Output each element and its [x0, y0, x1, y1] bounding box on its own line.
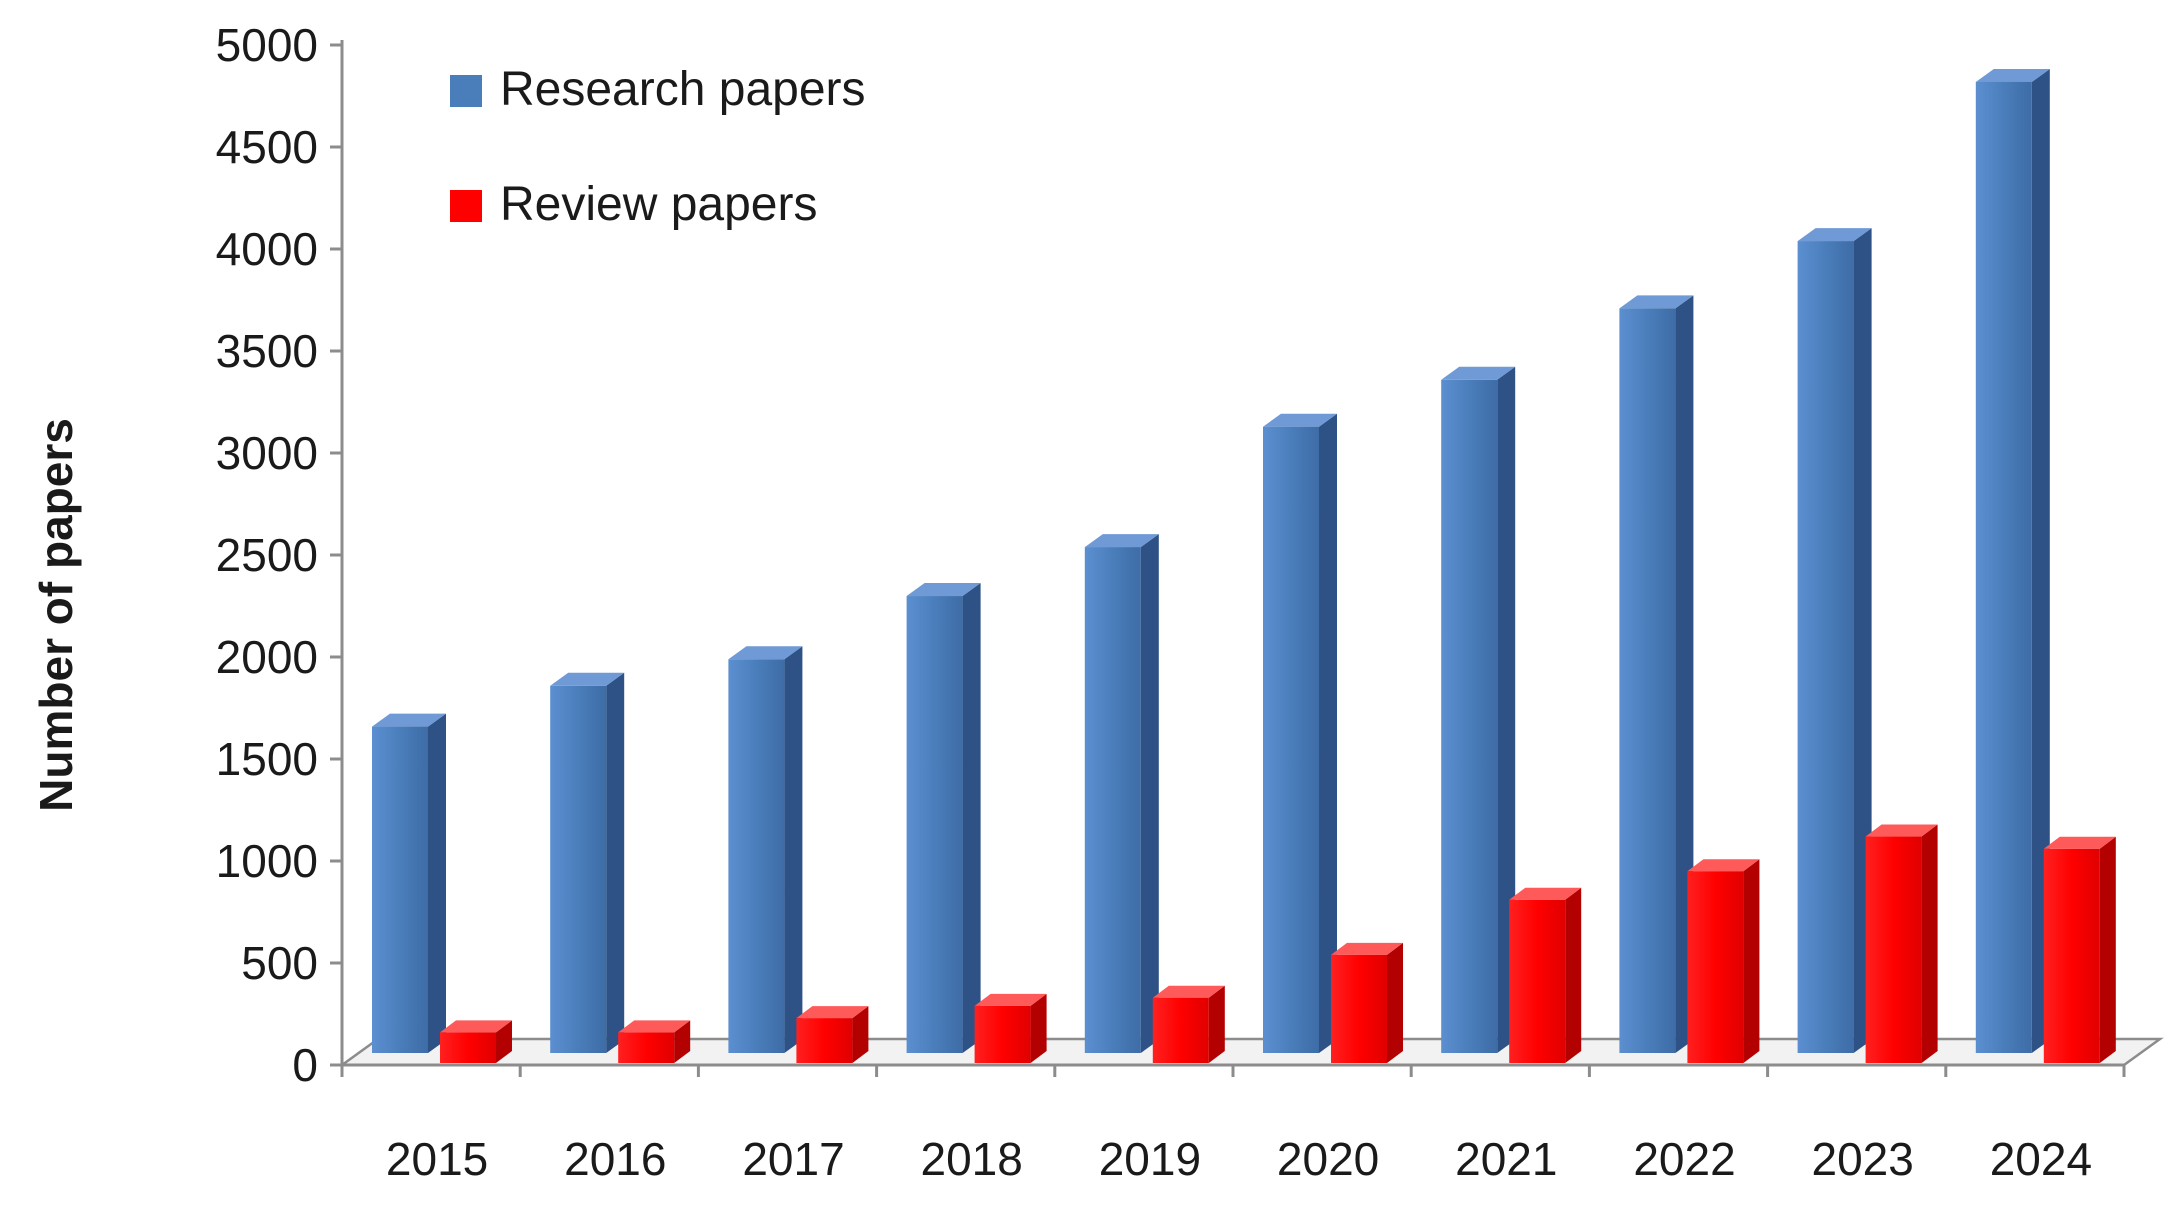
- bar-side-review: [2099, 836, 2116, 1063]
- bar-research-2016: [550, 685, 607, 1053]
- bar-side-review: [1208, 985, 1225, 1063]
- y-tick-label: 3500: [216, 325, 318, 377]
- x-tick-label: 2018: [921, 1133, 1023, 1185]
- y-tick-label: 5000: [216, 19, 318, 71]
- y-tick-label: 3000: [216, 427, 318, 479]
- bar-review-2023: [1865, 836, 1922, 1063]
- bar-research-2018: [906, 596, 963, 1053]
- bar-research-2020: [1263, 426, 1319, 1054]
- bar-side-research: [784, 646, 803, 1053]
- bar-top-review: [2043, 836, 2116, 849]
- legend: Research papers Review papers: [450, 63, 866, 231]
- bar-research-2017: [728, 659, 785, 1053]
- x-tick-label: 2022: [1633, 1133, 1735, 1185]
- bar-review-2018: [974, 1005, 1031, 1063]
- bar-side-review: [1565, 887, 1582, 1063]
- bar-review-2017: [796, 1018, 853, 1063]
- bar-side-research: [1497, 366, 1516, 1053]
- bar-side-research: [962, 583, 981, 1053]
- x-tick-label: 2024: [1990, 1133, 2092, 1185]
- bar-review-2022: [1687, 871, 1744, 1063]
- bar-top-review: [1509, 887, 1582, 900]
- bar-top-research: [1975, 68, 2050, 82]
- bar-top-review: [618, 1020, 691, 1033]
- bar-top-review: [1865, 824, 1938, 837]
- y-tick-label: 2500: [216, 529, 318, 581]
- bar-side-research: [1675, 295, 1694, 1053]
- bar-side-research: [606, 672, 625, 1053]
- bar-top-research: [550, 672, 625, 686]
- bar-side-review: [674, 1020, 691, 1063]
- y-tick-label: 1000: [216, 835, 318, 887]
- bar-side-review: [1921, 824, 1938, 1063]
- bar-top-research: [1263, 413, 1337, 427]
- bar-side-review: [852, 1006, 869, 1063]
- bar-side-review: [1743, 859, 1760, 1063]
- x-tick-label: 2021: [1455, 1133, 1557, 1185]
- y-axis-title: Number of papers: [30, 418, 82, 812]
- x-tick-label: 2019: [1099, 1133, 1201, 1185]
- bar-side-research: [428, 713, 446, 1053]
- bar-top-research: [1084, 534, 1159, 548]
- bar-research-2022: [1619, 308, 1676, 1053]
- legend-swatch-review: [450, 190, 482, 222]
- bar-top-review: [974, 993, 1047, 1006]
- y-tick-label: 4000: [216, 223, 318, 275]
- x-tick-label: 2017: [742, 1133, 844, 1185]
- x-tick-label: 2016: [564, 1133, 666, 1185]
- bars: [372, 68, 2116, 1063]
- labels: 0 500 1000 1500 2000 2500 3000 3500 4000 4500 5000…: [30, 19, 2092, 1185]
- bar-side-research: [2031, 68, 2050, 1053]
- bar-top-review: [1687, 859, 1760, 872]
- legend-label-review: Review papers: [500, 178, 817, 231]
- bar-top-research: [728, 646, 803, 660]
- bar-top-review: [796, 1006, 869, 1019]
- y-tick-label: 1500: [216, 733, 318, 785]
- x-tick-label: 2020: [1277, 1133, 1379, 1185]
- legend-label-research: Research papers: [500, 63, 866, 116]
- bar-side-review: [1387, 942, 1403, 1063]
- bar-review-2020: [1331, 954, 1387, 1063]
- bar-review-2021: [1509, 899, 1566, 1063]
- bar-top-research: [1441, 366, 1516, 380]
- bar-side-review: [1030, 993, 1047, 1063]
- bar-top-research: [906, 583, 981, 597]
- bar-review-2019: [1152, 997, 1209, 1063]
- bar-side-research: [1140, 534, 1159, 1053]
- bar-research-2019: [1084, 547, 1141, 1053]
- bar-top-review: [440, 1020, 512, 1033]
- y-tick-label: 4500: [216, 121, 318, 173]
- y-tick-label: 500: [241, 937, 318, 989]
- bar-research-2021: [1441, 379, 1498, 1053]
- bar-top-review: [1152, 985, 1225, 998]
- bar-top-research: [1619, 295, 1694, 309]
- bar-top-review: [1331, 942, 1403, 955]
- bar-side-research: [1319, 413, 1337, 1054]
- legend-swatch-research: [450, 75, 482, 107]
- bar-research-2023: [1797, 241, 1854, 1053]
- y-tick-label: 0: [292, 1039, 318, 1091]
- bar-top-research: [1797, 228, 1872, 242]
- bar-review-2024: [2043, 848, 2100, 1063]
- bar-top-research: [372, 713, 446, 727]
- bar-review-2016: [618, 1032, 675, 1063]
- x-tick-label: 2015: [386, 1133, 488, 1185]
- y-tick-label: 2000: [216, 631, 318, 683]
- bar-side-review: [496, 1020, 512, 1063]
- bar-review-2015: [440, 1032, 496, 1063]
- x-tick-label: 2023: [1812, 1133, 1914, 1185]
- bar-research-2024: [1975, 81, 2032, 1053]
- bar-research-2015: [372, 726, 428, 1053]
